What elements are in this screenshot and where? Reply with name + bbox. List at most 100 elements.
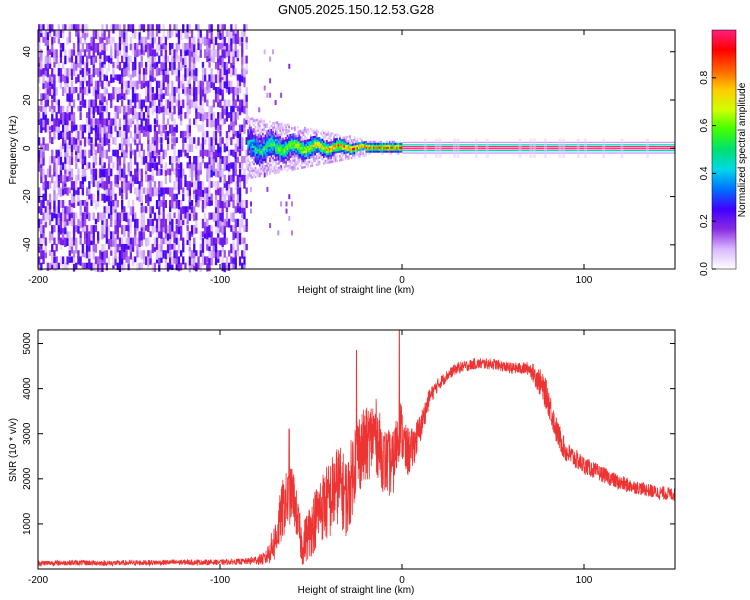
heat-cell [201,250,205,258]
heat-cell [138,112,141,120]
heat-cell [107,80,111,87]
heat-cell [276,143,279,146]
heat-cell [72,218,76,226]
heat-cell [217,212,220,220]
heat-cell [125,124,128,133]
heat-cell [384,150,387,153]
heat-cell [134,156,137,165]
heat-cell [221,256,224,263]
heat-cell [267,147,270,150]
heat-cell [260,135,263,138]
heat-cell [353,147,356,150]
heat-cell [206,200,209,207]
heat-cell [193,68,196,76]
heat-cell [273,137,276,140]
heat-cell [155,24,159,30]
heat-cell [70,156,74,165]
heat-cell [223,193,226,203]
heat-cell [153,124,157,132]
heat-cell [309,134,312,137]
heat-cell [254,166,257,170]
heat-cell [225,43,229,52]
heat-cell [155,80,159,90]
heat-cell [263,136,266,140]
heat-cell [42,256,45,265]
heat-cell [116,243,119,253]
heat-cell [365,152,368,155]
heat-cell [270,163,273,167]
heat-cell [299,158,302,161]
heat-cell [151,149,154,159]
heat-cell [68,87,71,96]
heat-cell [116,149,119,159]
heat-cell [293,159,296,162]
heat-cell [315,148,318,151]
heat-cell [380,144,382,147]
heat-cell [358,155,360,158]
heat-cell [70,243,74,254]
heat-cell [212,143,215,152]
heat-cell [217,187,220,196]
heat-cell [238,256,242,266]
heat-cell [250,139,252,142]
heat-cell [42,74,45,84]
heat-cell [142,80,146,89]
heat-cell [275,134,277,138]
heat-cell [38,162,41,172]
spectrogram-frame [37,29,676,270]
heat-cell [212,118,215,127]
heat-cell [217,256,220,263]
heat-cell [353,136,356,139]
heat-cell [201,93,205,101]
heat-cell [53,187,56,195]
heat-cell [260,150,263,153]
heat-cell [365,146,368,149]
heat-cell [99,181,102,188]
heat-cell [153,68,157,78]
heat-cell [225,187,229,196]
heat-cell [341,141,344,144]
heat-cell [321,142,324,146]
heat-cell [88,87,91,94]
heat-cell [270,155,273,158]
heat-cell [263,123,266,127]
heat-cell [223,80,226,89]
heat-cell [282,126,284,130]
heat-cell [105,36,108,45]
heat-cell [103,250,106,257]
heat-cell [160,156,163,165]
heat-cell [302,161,305,165]
heat-cell [272,122,274,125]
heat-cell [344,144,347,148]
heat-cell [55,206,58,214]
heat-cell [241,218,244,228]
heat-cell [267,133,270,137]
heat-cell [356,144,359,148]
heat-cell [221,105,224,113]
heat-cell [169,156,172,165]
heat-cell [234,218,237,229]
heat-cell [260,120,263,123]
heat-cell [374,148,377,151]
heat-cell [197,174,200,182]
heat-cell [236,250,239,257]
heat-cell [55,212,58,221]
snr-y-tick-label: 3000 [22,422,33,445]
heat-cell [53,74,56,83]
heat-cell [245,137,248,145]
heat-cell [83,237,87,245]
heat-cell [325,155,328,158]
heat-cell [151,243,154,254]
heat-cell [92,143,95,150]
heat-cell [219,168,222,177]
heat-cell [283,139,286,142]
heat-cell [358,144,360,147]
heat-cell [253,128,255,131]
heat-cell [162,61,165,70]
heat-cell [399,140,401,143]
heat-cell [90,105,93,115]
heat-cell [275,152,277,155]
heat-cell [169,212,172,222]
heat-cell [217,74,220,84]
heat-cell [232,118,235,128]
